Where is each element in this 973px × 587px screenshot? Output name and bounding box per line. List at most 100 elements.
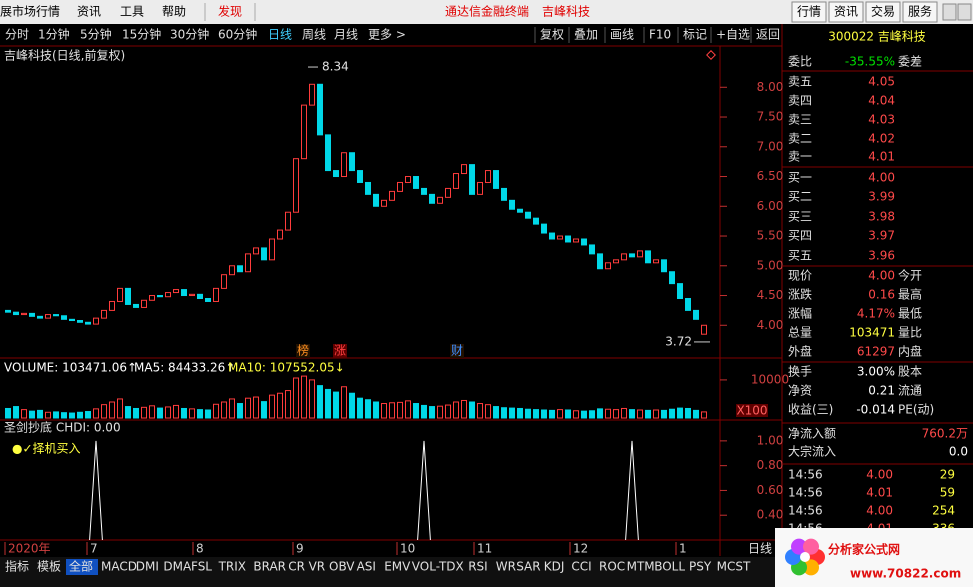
candle <box>141 299 147 308</box>
tool-button[interactable]: 返回 <box>756 28 780 42</box>
candle <box>229 265 235 276</box>
window-control[interactable] <box>957 3 972 21</box>
tab[interactable]: ROC <box>599 560 625 574</box>
quote-label: 涨跌 <box>788 287 812 302</box>
volume-bar <box>293 377 299 419</box>
y-tick-label: 6.50 <box>757 169 784 183</box>
candle <box>525 211 531 219</box>
candle <box>533 217 539 225</box>
tab[interactable]: MTM <box>627 560 655 574</box>
logo-center <box>800 552 810 562</box>
logo-petal <box>803 559 819 576</box>
tab[interactable]: EMV <box>384 560 411 574</box>
indicator-line <box>89 440 639 540</box>
volume-bar <box>77 411 83 419</box>
y-tick-label: 7.50 <box>757 110 784 124</box>
tool-button[interactable]: 画线 <box>610 28 634 42</box>
tab[interactable]: CR <box>288 560 305 574</box>
tab[interactable]: OBV <box>329 560 355 574</box>
tab[interactable]: VR <box>309 560 326 574</box>
tab[interactable]: MACD <box>101 560 137 574</box>
tab[interactable]: BOLL <box>654 560 685 574</box>
period-button[interactable]: 30分钟 <box>170 27 209 42</box>
tab[interactable]: DMI <box>136 560 159 574</box>
tab[interactable]: MCST <box>717 560 751 574</box>
candle <box>205 297 211 302</box>
candle <box>685 297 691 311</box>
menu-item[interactable]: 资讯 <box>77 5 101 19</box>
event-tag[interactable]: 涨 <box>334 343 346 358</box>
tab[interactable]: 模板 <box>37 560 61 574</box>
period-button[interactable]: 日线 <box>268 28 292 42</box>
window-control[interactable] <box>942 3 957 21</box>
tool-button[interactable]: F10 <box>649 28 671 42</box>
tab[interactable]: 指标 <box>5 559 29 574</box>
candle <box>85 321 91 325</box>
tab[interactable]: PSY <box>689 560 712 574</box>
menu-button[interactable] <box>902 1 938 23</box>
quote-label: 净流入额 <box>788 427 836 441</box>
menu-button-label[interactable]: 服务 <box>908 4 932 19</box>
tab[interactable]: DMA <box>163 560 192 574</box>
menu-button[interactable] <box>791 1 827 23</box>
period-button[interactable]: 周线 <box>302 28 326 42</box>
event-tag[interactable]: 榜 <box>297 343 309 358</box>
tab[interactable]: FSL <box>191 560 212 574</box>
event-tag[interactable]: 财 <box>451 344 463 358</box>
y-tick-label: 0.60 <box>757 483 784 497</box>
period-button[interactable]: 15分钟 <box>122 27 161 42</box>
candle <box>221 274 227 289</box>
period-button[interactable]: 分时 <box>5 28 29 42</box>
volume-bar <box>445 404 451 419</box>
menu-item[interactable]: 工具 <box>120 5 144 19</box>
menu-item[interactable]: 展市场行情 <box>0 4 60 19</box>
menu-button-label[interactable]: 资讯 <box>834 5 858 19</box>
menu-item[interactable]: 发现 <box>218 4 242 19</box>
candle <box>373 193 379 207</box>
volume-bar <box>133 407 139 419</box>
menu-button-label[interactable]: 行情 <box>797 5 821 19</box>
tab[interactable]: ASI <box>357 560 376 574</box>
volume-bar <box>245 397 251 419</box>
tab[interactable]: SAR <box>516 560 540 574</box>
menu-item[interactable]: 帮助 <box>162 5 186 19</box>
tool-button[interactable]: 叠加 <box>574 28 598 42</box>
candle <box>437 196 443 204</box>
toolbar <box>0 24 782 46</box>
period-button[interactable]: 60分钟 <box>218 27 257 42</box>
period-button[interactable]: 月线 <box>334 28 358 42</box>
tab[interactable]: KDJ <box>544 560 565 574</box>
tab[interactable]: 全部 <box>69 559 93 574</box>
tool-button[interactable]: +自选 <box>716 28 750 42</box>
watermark-url: www.70822.com <box>850 567 961 581</box>
candle <box>269 238 275 261</box>
menu-button-label[interactable]: 交易 <box>871 4 895 19</box>
period-button[interactable]: 1分钟 <box>38 27 70 42</box>
menu-button[interactable] <box>865 1 901 23</box>
tab[interactable]: VOL-TDX <box>412 560 464 574</box>
tab[interactable]: CCI <box>571 560 591 574</box>
tab[interactable]: BRAR <box>253 560 286 574</box>
candle <box>605 262 611 270</box>
tab[interactable]: TRIX <box>218 560 246 574</box>
tool-button[interactable]: 标记 <box>683 28 707 42</box>
quote-value: -0.014 <box>856 403 895 417</box>
quote-label: PE(动) <box>898 403 934 417</box>
period-button[interactable]: 5分钟 <box>80 27 112 42</box>
menu-button[interactable] <box>828 1 864 23</box>
quote-value: 61297 <box>857 345 895 359</box>
tab[interactable]: WR <box>496 560 516 574</box>
tab[interactable]: RSI <box>468 560 488 574</box>
quote-label: 卖二 <box>788 132 812 146</box>
volume-bar <box>405 400 411 419</box>
period-button[interactable]: 更多 > <box>368 28 406 42</box>
tool-button[interactable]: 复权 <box>540 28 564 42</box>
volume-bar <box>517 407 523 419</box>
volume-bar <box>205 409 211 419</box>
candle <box>549 232 555 240</box>
quote-label: 委比 <box>788 55 812 69</box>
y-tick-label: 5.00 <box>757 258 784 272</box>
volume-bar <box>325 388 331 419</box>
volume-bar <box>589 410 595 419</box>
